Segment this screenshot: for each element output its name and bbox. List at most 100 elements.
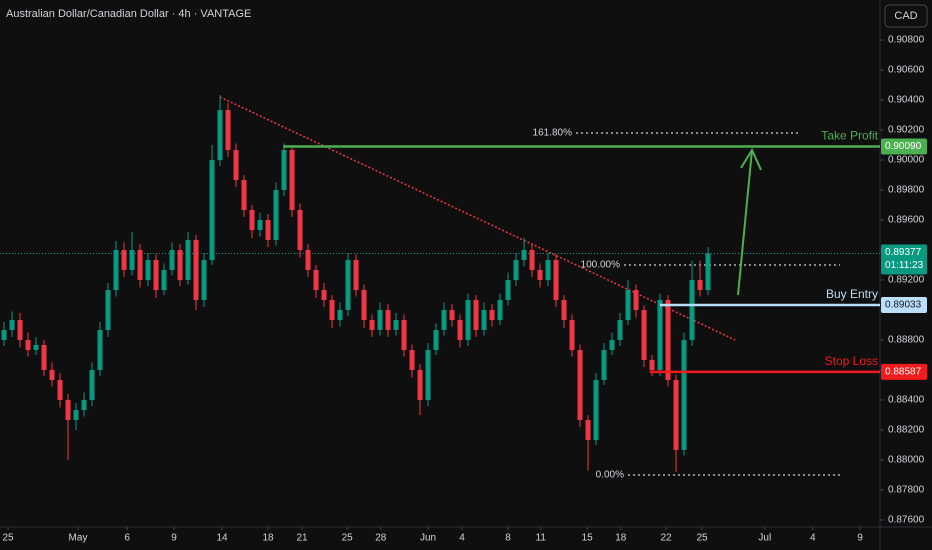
candle-body (153, 260, 159, 291)
level-tag-label: 0.88587 (885, 367, 922, 378)
candle-body (209, 160, 215, 261)
candle-body (25, 339, 31, 351)
candle-body (33, 344, 39, 351)
candle-body (1, 329, 7, 340)
candle-body (433, 329, 439, 351)
candle-body (521, 250, 527, 261)
candle-body (673, 380, 679, 450)
x-tick-label: 8 (505, 533, 511, 544)
candle-body (321, 290, 327, 300)
candle-body (537, 269, 543, 280)
level-label: Buy Entry (826, 287, 878, 301)
last-price-label: 0.89377 (885, 247, 922, 258)
x-tick-label: 4 (810, 533, 816, 544)
candle-body (553, 260, 559, 300)
candle-body (41, 344, 47, 370)
y-tick-label: 0.90000 (888, 155, 925, 166)
y-tick-label: 0.89800 (888, 185, 925, 196)
y-tick-label: 0.88200 (888, 425, 925, 436)
x-tick-label: 25 (2, 533, 14, 544)
level-label: Stop Loss (825, 354, 878, 368)
candle-body (361, 290, 367, 321)
candle-body (489, 309, 495, 321)
level-tag (881, 297, 927, 314)
candle-body (185, 239, 191, 280)
arrow-shaft (737, 149, 753, 296)
candle-body (657, 299, 663, 370)
candle-body (145, 260, 151, 280)
x-tick-label: 6 (124, 533, 130, 544)
trend-line (219, 96, 736, 341)
candle-body (377, 309, 383, 330)
currency-label[interactable]: CAD (894, 10, 917, 22)
candle-body (89, 369, 95, 400)
candle-body (545, 260, 551, 280)
y-tick-label: 0.90600 (888, 65, 925, 76)
x-tick-label: 9 (171, 533, 177, 544)
candle-body (97, 329, 103, 370)
candle-body (649, 359, 655, 370)
candle-body (57, 380, 63, 400)
candle-body (417, 369, 423, 400)
countdown-label: 01:11:23 (885, 260, 924, 271)
level-tag (881, 363, 927, 380)
last-price-tag (881, 244, 927, 275)
candle-body (201, 260, 207, 300)
arrow-head (740, 147, 762, 171)
candle-body (705, 253, 711, 291)
candle-body (697, 279, 703, 291)
level-tag-label: 0.90090 (885, 141, 922, 152)
candle-body (233, 149, 239, 180)
candle-body (473, 299, 479, 330)
candle-body (393, 320, 399, 330)
fib-label: 100.00% (581, 260, 621, 271)
candle-body (105, 290, 111, 330)
candle-body (601, 350, 607, 381)
candle-body (609, 339, 615, 351)
candle-body (73, 410, 79, 420)
candle-body (81, 399, 87, 411)
y-tick-label: 0.88800 (888, 335, 925, 346)
y-tick-label: 0.88000 (888, 455, 925, 466)
candle-body (505, 279, 511, 300)
candle-body (137, 250, 143, 280)
candle-body (337, 309, 343, 321)
x-tick-label: 21 (296, 533, 308, 544)
candle-body (665, 299, 671, 381)
candle-body (305, 250, 311, 270)
x-tick-label: 25 (342, 533, 354, 544)
candle-body (273, 190, 279, 240)
candle-body (113, 250, 119, 291)
candle-body (449, 309, 455, 321)
fib-label: 161.80% (533, 128, 573, 139)
level-label: Take Profit (821, 129, 878, 143)
x-tick-label: 22 (660, 533, 672, 544)
candle-body (369, 320, 375, 330)
candle-body (329, 299, 335, 321)
candle-body (561, 299, 567, 321)
candle-body (481, 309, 487, 330)
x-tick-label: Jun (420, 533, 436, 544)
candle-body (257, 220, 263, 231)
y-tick-label: 0.90200 (888, 125, 925, 136)
candle-body (569, 320, 575, 351)
candle-body (297, 209, 303, 251)
candle-body (345, 260, 351, 310)
currency-button[interactable] (884, 4, 928, 28)
candle-body (281, 149, 287, 191)
candle-body (225, 110, 231, 150)
y-tick-label: 0.89600 (888, 215, 925, 226)
level-tag (881, 138, 927, 155)
candle-body (241, 179, 247, 210)
x-tick-label: 15 (582, 533, 594, 544)
x-tick-label: 18 (615, 533, 627, 544)
candle-body (385, 309, 391, 330)
x-tick-label: 9 (857, 533, 863, 544)
candle-body (617, 320, 623, 340)
candle-body (217, 110, 223, 161)
x-tick-label: Jul (758, 533, 771, 544)
x-tick-label: 11 (536, 533, 547, 544)
candle-body (169, 250, 175, 270)
x-tick-label: May (69, 533, 88, 544)
